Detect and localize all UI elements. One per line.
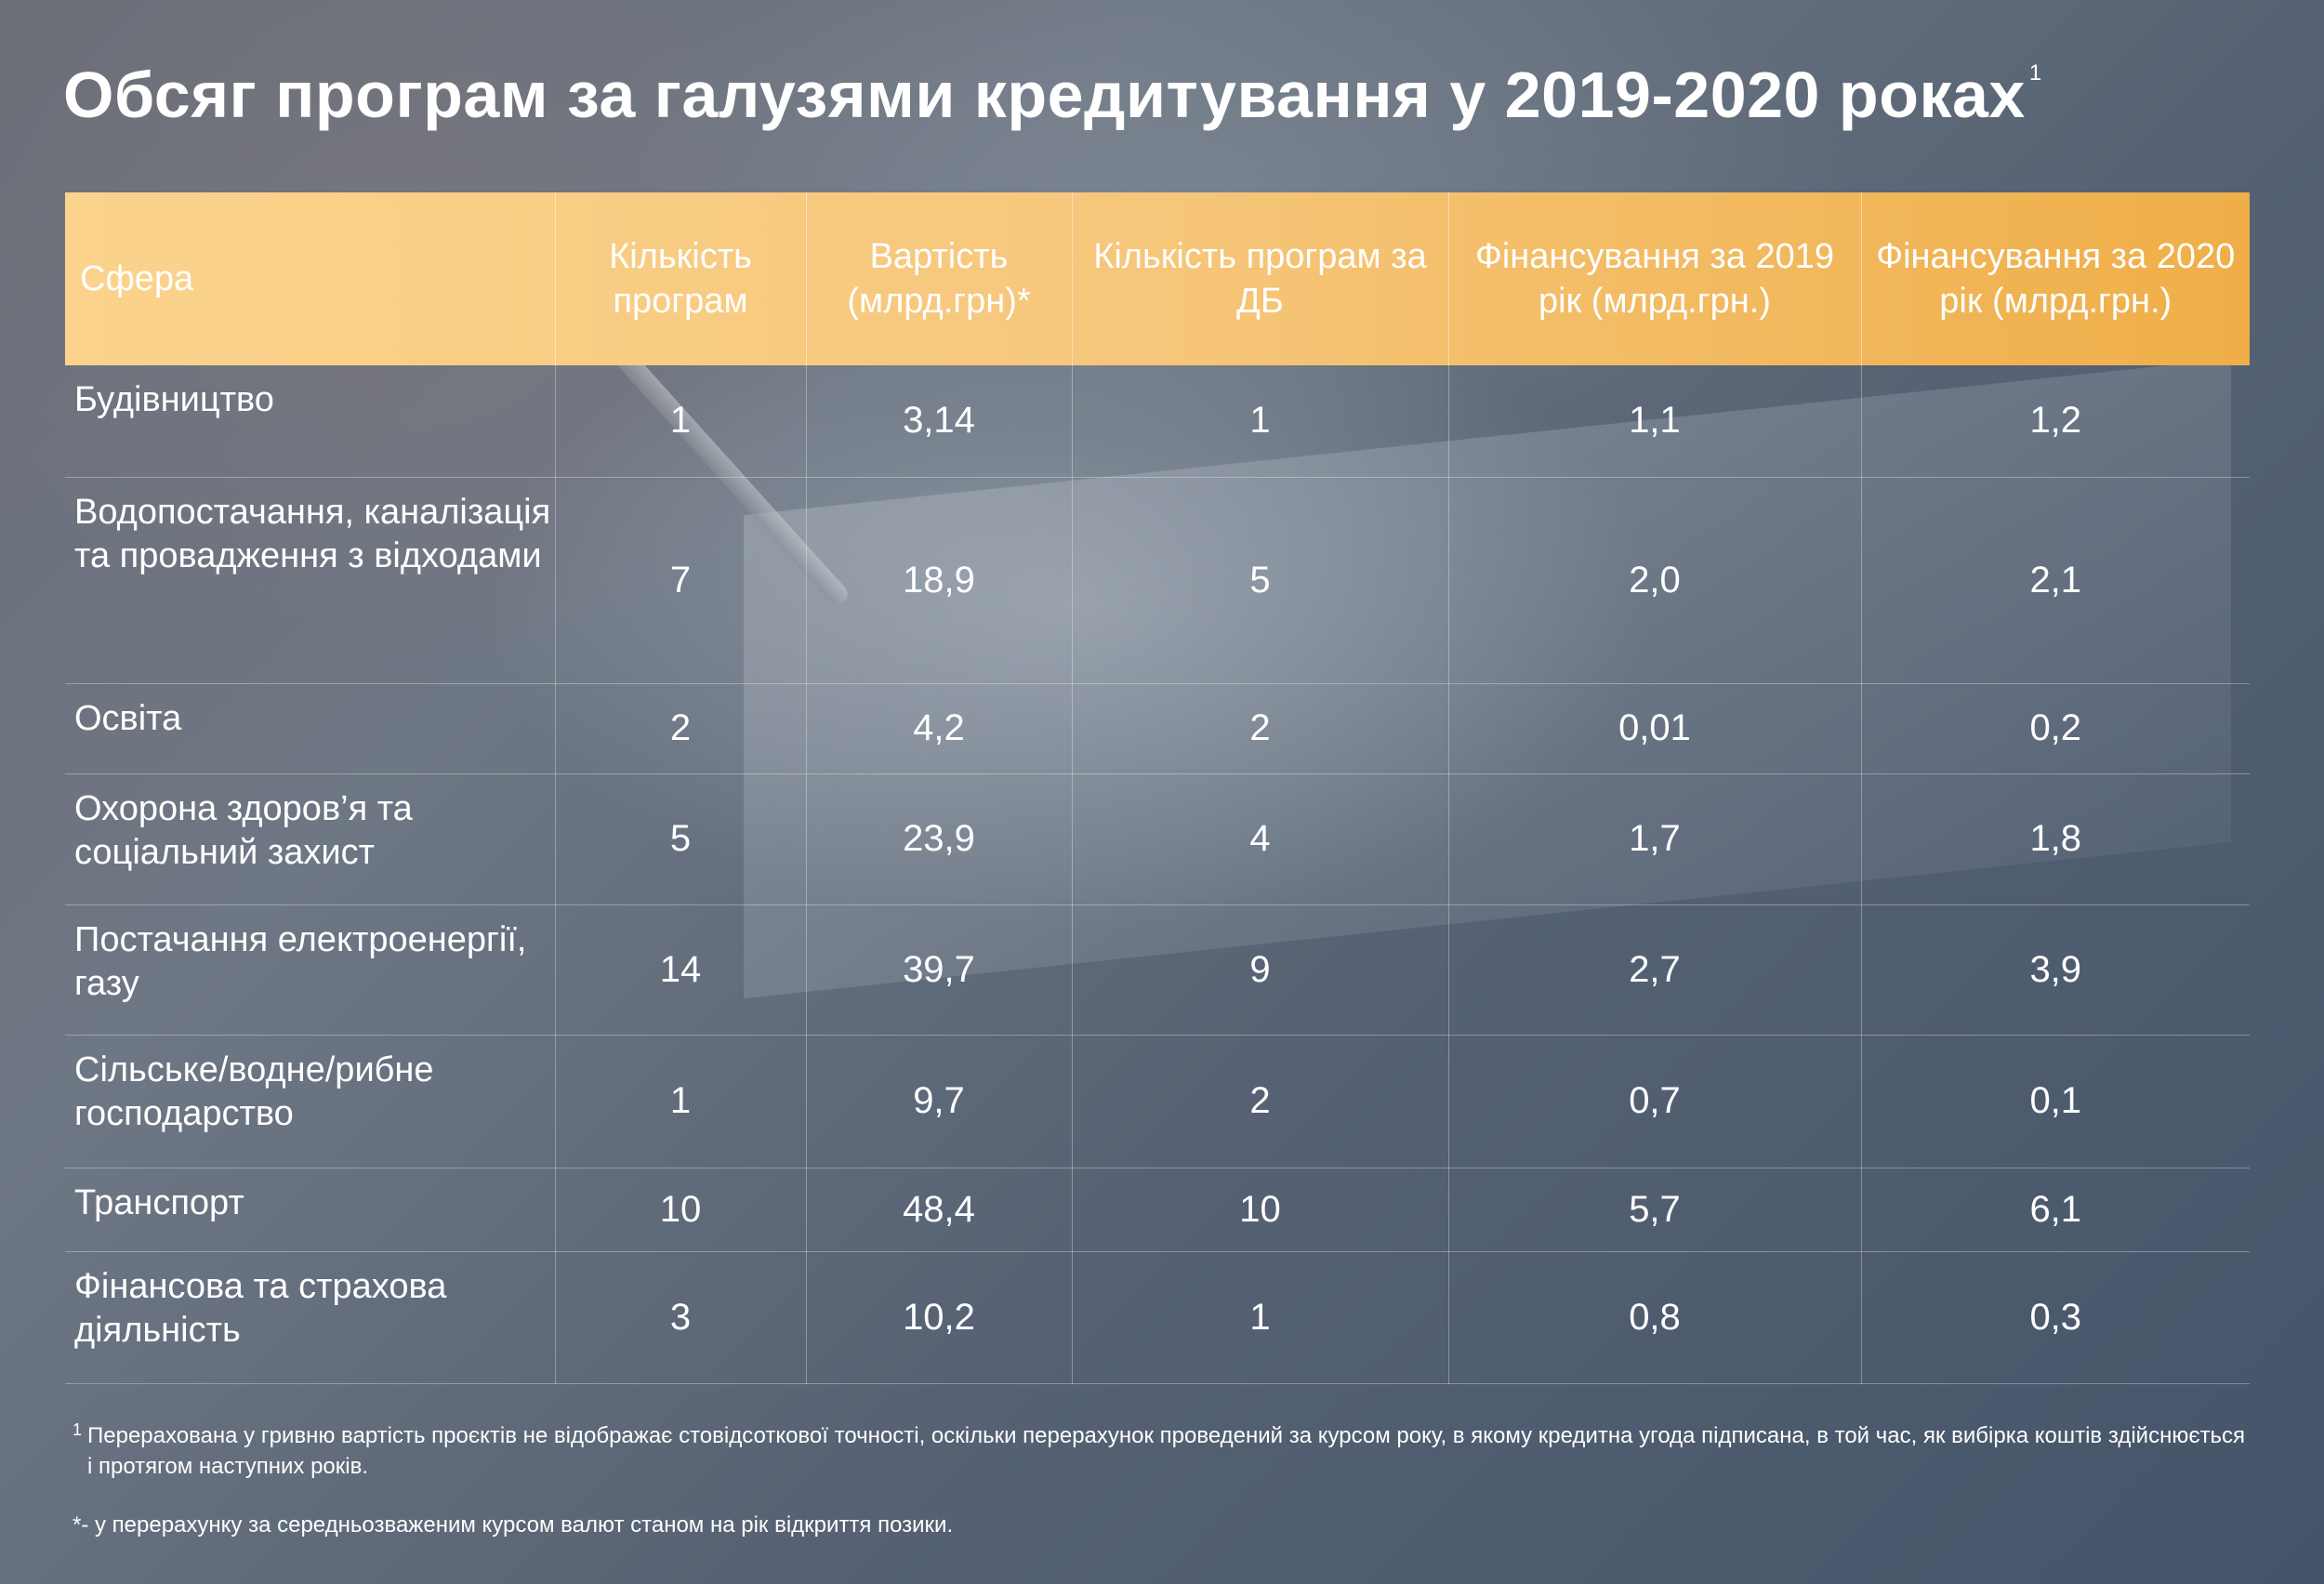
cell-program-count-db: 1 (1072, 1251, 1449, 1384)
cell-funding-2019: 1,1 (1448, 365, 1862, 478)
cell-sphere: Освіта (65, 683, 556, 774)
cell-sphere: Охорона здоров’я та соціальний захист (65, 773, 556, 905)
cell-sphere: Будівництво (65, 365, 556, 478)
page-title-text: Обсяг програм за галузями кредитування у… (63, 59, 2026, 131)
cell-funding-2019: 5,7 (1448, 1168, 1862, 1252)
cell-program-count: 7 (555, 477, 807, 684)
table-header-row: Сфера Кількість програм Вартість (млрд.г… (65, 192, 2250, 365)
title-footnote-mark: 1 (2028, 60, 2042, 86)
page-title: Обсяг програм за галузями кредитування у… (63, 58, 2042, 132)
cell-funding-2020: 0,1 (1861, 1035, 2250, 1168)
cell-cost: 3,14 (806, 365, 1073, 478)
cell-funding-2019: 1,7 (1448, 773, 1862, 905)
table-row: Охорона здоров’я та соціальний захист 5 … (65, 773, 2250, 905)
cell-program-count: 1 (555, 365, 807, 478)
cell-cost: 10,2 (806, 1251, 1073, 1384)
header-cost: Вартість (млрд.грн)* (806, 192, 1073, 365)
table-body: Будівництво 1 3,14 1 1,1 1,2 Водопостача… (65, 365, 2250, 1384)
cell-program-count: 14 (555, 904, 807, 1036)
table-header: Сфера Кількість програм Вартість (млрд.г… (65, 192, 2250, 365)
credit-programs-table: Сфера Кількість програм Вартість (млрд.г… (65, 192, 2250, 1384)
cell-program-count-db: 9 (1072, 904, 1449, 1036)
cell-funding-2020: 0,3 (1861, 1251, 2250, 1384)
cell-funding-2020: 2,1 (1861, 477, 2250, 684)
header-funding-2019: Фінансування за 2019 рік (млрд.грн.) (1448, 192, 1862, 365)
cell-program-count-db: 2 (1072, 683, 1449, 774)
cell-sphere: Транспорт (65, 1168, 556, 1252)
cell-cost: 39,7 (806, 904, 1073, 1036)
cell-funding-2020: 1,2 (1861, 365, 2250, 478)
cell-funding-2019: 0,01 (1448, 683, 1862, 774)
cell-cost: 9,7 (806, 1035, 1073, 1168)
cell-funding-2019: 0,8 (1448, 1251, 1862, 1384)
cell-cost: 23,9 (806, 773, 1073, 905)
cell-program-count: 2 (555, 683, 807, 774)
cell-program-count: 5 (555, 773, 807, 905)
cell-program-count-db: 4 (1072, 773, 1449, 905)
table-row: Сільське/водне/рибне господарство 1 9,7 … (65, 1035, 2250, 1168)
cell-program-count-db: 5 (1072, 477, 1449, 684)
cell-funding-2020: 3,9 (1861, 904, 2250, 1036)
cell-cost: 48,4 (806, 1168, 1073, 1252)
table-row: Освіта 2 4,2 2 0,01 0,2 (65, 683, 2250, 774)
table-row: Будівництво 1 3,14 1 1,1 1,2 (65, 365, 2250, 478)
footnote-1-text: Перерахована у гривню вартість проєктів … (87, 1423, 2246, 1479)
cell-program-count: 10 (555, 1168, 807, 1252)
cell-program-count-db: 10 (1072, 1168, 1449, 1252)
header-sphere: Сфера (65, 192, 556, 365)
cell-program-count: 1 (555, 1035, 807, 1168)
cell-sphere: Сільське/водне/рибне господарство (65, 1035, 556, 1168)
cell-funding-2020: 1,8 (1861, 773, 2250, 905)
cell-funding-2019: 2,7 (1448, 904, 1862, 1036)
table-row: Водопостачання, каналізація та проваджен… (65, 477, 2250, 684)
table-row: Фінансова та страхова діяльність 3 10,2 … (65, 1251, 2250, 1384)
header-program-count: Кількість програм (555, 192, 807, 365)
cell-sphere: Постачання електроенергії, газу (65, 904, 556, 1036)
table-row: Транспорт 10 48,4 10 5,7 6,1 (65, 1168, 2250, 1252)
cell-sphere: Фінансова та страхова діяльність (65, 1251, 556, 1384)
cell-funding-2020: 6,1 (1861, 1168, 2250, 1252)
header-funding-2020: Фінансування за 2020 рік (млрд.грн.) (1876, 237, 2236, 321)
cell-sphere: Водопостачання, каналізація та проваджен… (65, 477, 556, 684)
cell-cost: 4,2 (806, 683, 1073, 774)
table-row: Постачання електроенергії, газу 14 39,7 … (65, 904, 2250, 1036)
header-program-count-db: Кількість програм за ДБ (1072, 192, 1449, 365)
footnotes: 1 Перерахована у гривню вартість проєктів… (73, 1415, 2248, 1540)
cell-program-count: 3 (555, 1251, 807, 1384)
footnote-1-mark: 1 (73, 1420, 83, 1439)
cell-cost: 18,9 (806, 477, 1073, 684)
cell-program-count-db: 2 (1072, 1035, 1449, 1168)
cell-funding-2019: 2,0 (1448, 477, 1862, 684)
cell-funding-2019: 0,7 (1448, 1035, 1862, 1168)
footnote-1: 1 Перерахована у гривню вартість проєктів… (73, 1415, 2248, 1482)
footnote-2: *- у перерахунку за середньозваженим кур… (73, 1512, 954, 1538)
cell-program-count-db: 1 (1072, 365, 1449, 478)
cell-funding-2020: 0,2 (1861, 683, 2250, 774)
